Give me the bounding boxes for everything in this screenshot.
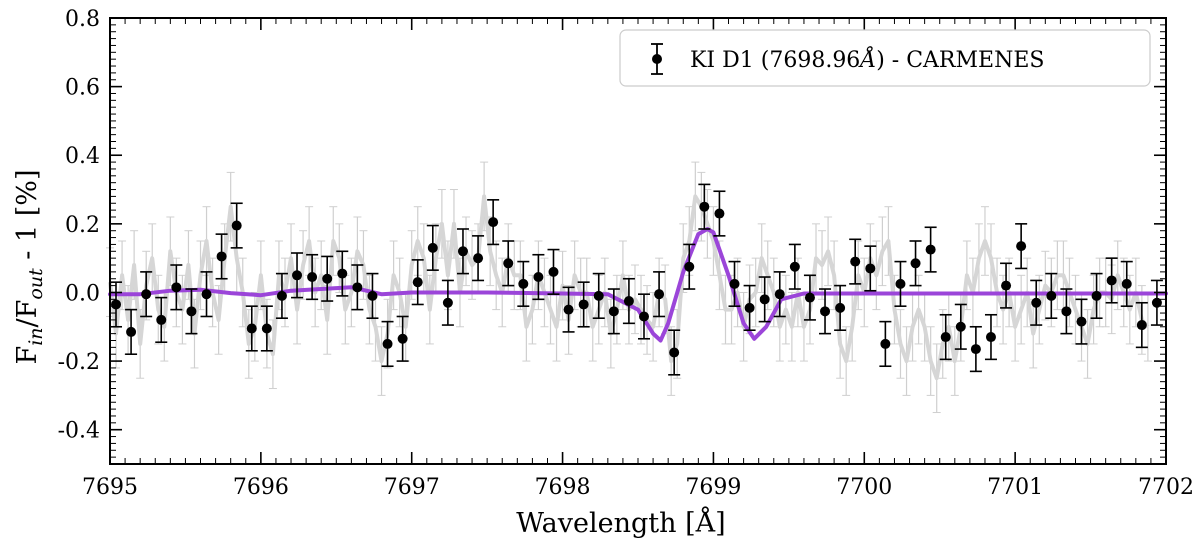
binned-point: [397, 333, 408, 344]
binned-point: [322, 273, 333, 284]
binned-point: [699, 201, 710, 212]
binned-point: [171, 282, 182, 293]
binned-layer: [110, 183, 1163, 376]
binned-point: [141, 289, 152, 300]
binned-point: [1016, 241, 1027, 252]
binned-point: [1121, 278, 1132, 289]
binned-point: [292, 270, 303, 281]
binned-point: [563, 304, 574, 315]
binned-point: [111, 299, 121, 310]
binned-point: [261, 323, 272, 334]
y-axis-title: Fin/Fout - 1 [%]: [12, 170, 47, 365]
binned-point: [684, 261, 695, 272]
binned-point: [910, 258, 921, 269]
binned-point: [850, 256, 861, 267]
binned-point: [865, 263, 876, 274]
binned-point: [548, 266, 559, 277]
legend-label: KI D1 (7698.96Å) - CARMENES: [690, 45, 1044, 73]
binned-point: [880, 338, 891, 349]
x-tick-label: 7702: [1138, 475, 1194, 500]
axes-layer: 7695 7696 7697 7698 7699 7700 7701 7702 -0.4 -0.2…: [58, 7, 1194, 500]
binned-point: [457, 246, 468, 257]
binned-point: [774, 289, 785, 300]
binned-point: [186, 306, 197, 317]
legend-box: [619, 29, 1151, 87]
binned-point: [156, 314, 167, 325]
binned-point: [789, 261, 800, 272]
binned-point: [337, 268, 348, 279]
y-tick-label: 0.8: [65, 7, 100, 32]
binned-point: [473, 253, 484, 264]
binned-point: [970, 344, 981, 355]
binned-point: [1031, 297, 1042, 308]
y-tick-label: -0.2: [58, 350, 100, 375]
binned-point: [1046, 290, 1057, 301]
binned-point: [246, 323, 257, 334]
binned-point: [578, 299, 589, 310]
binned-point: [201, 289, 212, 300]
binned-point: [412, 277, 423, 288]
x-tick-label: 7701: [987, 475, 1043, 500]
y-tick-label: 0.6: [65, 76, 100, 101]
binned-point: [518, 278, 529, 289]
binned-point: [307, 272, 318, 283]
binned-point: [488, 217, 499, 228]
legend-marker: [652, 54, 662, 64]
binned-point: [382, 338, 393, 349]
x-tick-label: 7699: [685, 475, 741, 500]
binned-point: [835, 302, 846, 313]
binned-point: [714, 208, 725, 219]
x-tick-label: 7698: [535, 475, 591, 500]
binned-point: [1151, 297, 1162, 308]
binned-point: [729, 278, 740, 289]
binned-point: [1106, 275, 1117, 286]
binned-point: [216, 251, 227, 262]
y-tick-label: 0.4: [65, 144, 100, 169]
binned-point: [593, 290, 604, 301]
binned-point: [744, 302, 755, 313]
x-tick-label: 7696: [233, 475, 289, 500]
y-tick-label: 0.2: [65, 213, 100, 238]
binned-point: [654, 289, 665, 300]
binned-point: [623, 296, 634, 307]
binned-point: [759, 294, 770, 305]
legend: KI D1 (7698.96Å) - CARMENES: [619, 29, 1151, 87]
binned-point: [126, 326, 137, 337]
binned-point: [608, 306, 619, 317]
binned-point: [820, 306, 831, 317]
binned-point: [639, 311, 649, 322]
x-tick-label: 7695: [82, 475, 138, 500]
binned-point: [367, 290, 378, 301]
binned-point: [1001, 280, 1012, 291]
x-tick-label: 7697: [384, 475, 440, 500]
binned-point: [804, 292, 815, 303]
binned-point: [533, 272, 544, 283]
y-tick-label: -0.4: [58, 419, 100, 444]
model-line: [108, 227, 1168, 343]
binned-point: [352, 282, 363, 293]
y-tick-label: 0.0: [65, 281, 100, 306]
binned-point: [276, 290, 287, 301]
binned-point: [925, 244, 936, 255]
binned-point: [231, 220, 242, 231]
x-tick-label: 7700: [836, 475, 892, 500]
binned-point: [427, 242, 438, 253]
binned-point: [1091, 290, 1102, 301]
binned-point: [669, 347, 680, 358]
binned-point: [1136, 320, 1147, 331]
binned-point: [895, 278, 906, 289]
x-axis-title: Wavelength [Å]: [516, 506, 725, 539]
binned-point: [985, 332, 996, 343]
binned-point: [503, 258, 514, 269]
binned-point: [442, 297, 453, 308]
binned-point: [1061, 306, 1072, 317]
binned-point: [1076, 316, 1087, 327]
binned-point: [955, 321, 966, 332]
model-layer: [108, 227, 1168, 343]
binned-point: [940, 332, 951, 343]
